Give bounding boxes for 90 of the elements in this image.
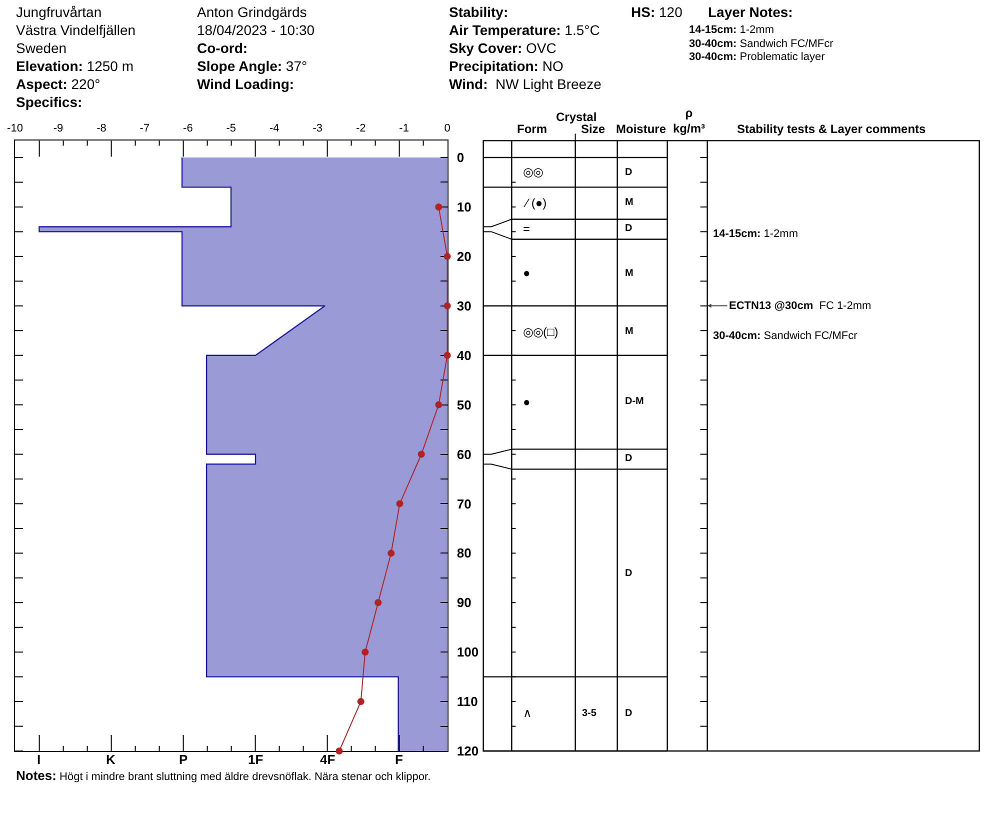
- point: [435, 203, 442, 210]
- y-tick-label: 80: [456, 546, 472, 561]
- text: M: [625, 197, 634, 208]
- text: F: [395, 752, 403, 767]
- point: [388, 550, 395, 557]
- x-tick-label: -8: [96, 122, 106, 134]
- y-tick-label: 100: [456, 644, 479, 660]
- point: [444, 302, 451, 310]
- point: [444, 352, 451, 359]
- text: Specifics:: [16, 94, 82, 110]
- text: Notes: Högt i mindre brant sluttning med äldre drevsnöflak. Nära stenar och klippor.: [16, 768, 431, 783]
- text: Sweden: [16, 40, 67, 56]
- text: ECTN13 @30cm FC 1-2mm: [729, 300, 872, 312]
- text: Air Temperature: 1.5°C: [449, 22, 600, 38]
- point: [418, 450, 425, 458]
- text: Stability:: [449, 4, 508, 20]
- text: 4F: [320, 752, 336, 767]
- text: P: [179, 752, 188, 767]
- text: K: [106, 752, 116, 767]
- text: Västra Vindelfjällen: [16, 22, 136, 38]
- text: 30-40cm: Sandwich FC/MFcr: [689, 38, 834, 50]
- point: [444, 252, 451, 260]
- text: Stability tests & Layer comments: [737, 122, 926, 136]
- text: ●: [523, 266, 530, 280]
- x-tick-label: -6: [183, 122, 193, 134]
- text: M: [625, 268, 634, 279]
- point: [374, 599, 382, 606]
- x-tick-label: -9: [53, 122, 64, 134]
- x-tick-label: -10: [7, 122, 23, 134]
- text: Sky Cover: OVC: [449, 40, 556, 56]
- text: ρ kg/m³: [673, 106, 706, 136]
- point: [362, 648, 369, 656]
- text: ◎◎(□): [523, 325, 558, 339]
- y-tick-label: 30: [456, 298, 472, 314]
- text: M: [625, 326, 634, 337]
- y-tick-label: 90: [456, 595, 472, 610]
- x-tick-label: -7: [140, 122, 150, 134]
- text: 18/04/2023 - 10:30: [197, 22, 315, 38]
- y-tick-label: 60: [456, 446, 472, 462]
- text: ∧: [523, 706, 532, 720]
- point: [435, 401, 442, 408]
- y-tick-label: 0: [456, 150, 464, 166]
- x-tick-label: 0: [444, 122, 450, 134]
- text: Layer Notes:: [708, 4, 793, 20]
- y-tick-label: 110: [456, 694, 478, 710]
- text: 1F: [248, 752, 264, 767]
- text: I: [37, 752, 41, 767]
- text: Elevation: 1250 m: [16, 58, 134, 74]
- text: HS: 120: [631, 4, 683, 20]
- x-tick-label: -4: [269, 122, 280, 134]
- text: Aspect: 220°: [16, 76, 100, 92]
- text: 3-5: [582, 708, 597, 719]
- text: Wind Loading:: [197, 76, 294, 92]
- x-tick-label: -3: [312, 122, 322, 134]
- text: Form: [517, 122, 547, 136]
- y-tick-label: 120: [456, 744, 479, 759]
- text: 14-15cm: 1-2mm: [689, 24, 774, 36]
- text: 14-15cm: 1-2mm: [713, 228, 798, 240]
- text: D: [625, 568, 632, 579]
- text: ◎◎: [523, 165, 543, 179]
- y-tick-label: 40: [456, 348, 472, 363]
- text: Size: [581, 122, 606, 136]
- y-tick-label: 10: [456, 200, 472, 215]
- text: 30-40cm: Sandwich FC/MFcr: [713, 330, 858, 342]
- text: =: [523, 222, 530, 236]
- text: D: [625, 167, 632, 178]
- text: Crystal: [556, 110, 597, 124]
- text: Co-ord:: [197, 40, 248, 56]
- text: 30-40cm: Problematic layer: [689, 51, 826, 63]
- y-tick-label: 70: [456, 496, 472, 512]
- text: Moisture: [616, 122, 666, 136]
- x-tick-label: -2: [356, 122, 366, 134]
- x-tick-label: -1: [399, 122, 409, 134]
- text: Slope Angle: 37°: [197, 58, 308, 74]
- x-tick-label: -5: [226, 122, 236, 134]
- text: D-M: [625, 396, 644, 407]
- text: Wind: NW Light Breeze: [449, 76, 602, 92]
- text: ●: [523, 395, 530, 409]
- text: D: [625, 223, 632, 234]
- text: D: [625, 708, 632, 719]
- point: [357, 698, 364, 706]
- point: [396, 500, 404, 508]
- point: [336, 748, 343, 754]
- text: Precipitation: NO: [449, 58, 564, 74]
- y-tick-label: 20: [456, 248, 472, 264]
- y-tick-label: 50: [456, 397, 472, 412]
- text: Anton Grindgärds: [197, 4, 307, 20]
- text: Jungfruvårtan: [16, 4, 102, 20]
- text: ⁄ (●): [523, 196, 547, 210]
- text: D: [625, 453, 632, 464]
